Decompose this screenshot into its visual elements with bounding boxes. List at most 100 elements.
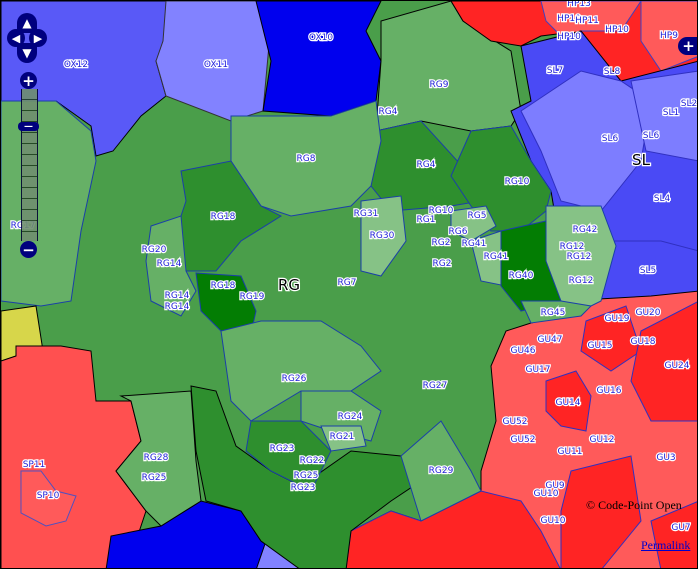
district-label: RG25	[294, 471, 319, 481]
district-label: GU10	[533, 489, 558, 499]
district-label: RG26	[282, 374, 307, 384]
zoom-slider-track[interactable]	[21, 89, 38, 241]
permalink-link[interactable]: Permalink	[641, 538, 691, 552]
district-label: RG45	[541, 308, 566, 318]
district-label: RG7	[338, 278, 357, 288]
district-label: RG6	[449, 227, 468, 237]
district-label: SL7	[547, 66, 563, 76]
district-rg28[interactable]	[115, 390, 202, 527]
district-label: RG18	[211, 281, 236, 291]
pan-right-button[interactable]: ▶	[29, 29, 47, 47]
district-rg17[interactable]	[1, 100, 97, 307]
zoom-in-button[interactable]: +	[20, 72, 37, 90]
district-label: HP9	[660, 31, 678, 41]
district-rg26[interactable]	[220, 320, 382, 422]
district-label: RG2	[433, 259, 452, 269]
district-label: RG12	[569, 276, 594, 286]
district-label: SP11	[23, 460, 46, 470]
district-label: GU10	[540, 516, 565, 526]
district-sp10[interactable]	[20, 470, 77, 527]
district-label: OX10	[309, 33, 333, 43]
district-label: RG14	[165, 291, 190, 301]
district-sl1[interactable]	[630, 70, 698, 162]
attribution-text: © Code-Point Open	[586, 498, 682, 512]
zoom-slider-handle[interactable]: —	[18, 122, 39, 132]
district-label: HP13	[567, 1, 591, 9]
district-label: RG9	[430, 80, 449, 90]
district-label: RG24	[338, 412, 363, 422]
district-rg29[interactable]	[400, 420, 482, 522]
district-label: RG22	[300, 456, 325, 466]
district-label: HP10	[605, 25, 629, 35]
district-label: OX11	[204, 60, 228, 70]
district-rg30[interactable]	[360, 195, 407, 277]
district-gu15[interactable]	[580, 305, 642, 372]
district-label: RG31	[354, 209, 379, 219]
district-label: RG40	[509, 271, 534, 281]
district-label: RG28	[144, 453, 169, 463]
pan-up-button[interactable]: ▲	[17, 13, 37, 33]
district-label: GU20	[635, 308, 660, 318]
district-label: GU52	[510, 435, 535, 445]
district-label: RG30	[370, 231, 395, 241]
district-label: SL8	[604, 67, 621, 77]
district-sl6[interactable]	[520, 70, 652, 212]
district-gu24[interactable]	[630, 301, 698, 422]
district-rg4-dark[interactable]	[370, 120, 482, 212]
district-label: GU7	[671, 523, 690, 533]
district-ox10[interactable]	[255, 1, 382, 117]
district-label: RG1	[417, 215, 436, 225]
pan-left-button[interactable]: ◀	[7, 29, 25, 47]
district-label: GU11	[557, 447, 582, 457]
zoom-out-button[interactable]: −	[20, 241, 37, 259]
district-gu-se[interactable]	[560, 455, 642, 569]
district-rg10[interactable]	[450, 125, 552, 232]
district-label: RG10	[429, 206, 454, 216]
district-label: SL6	[602, 134, 619, 144]
district-label: RG14	[165, 302, 190, 312]
layer-switcher-button[interactable]: +	[678, 37, 697, 55]
district-label: GU3	[656, 453, 675, 463]
district-label: GU12	[589, 435, 614, 445]
district-label: GU9	[545, 481, 565, 491]
district-label: RG5	[468, 211, 487, 221]
district-label: RG2	[432, 238, 451, 248]
district-label: SL6	[643, 131, 660, 141]
district-label: RG23	[270, 444, 295, 454]
district-label: GU52	[502, 417, 527, 427]
district-label: GU24	[664, 361, 689, 371]
pan-down-button[interactable]: ▼	[17, 43, 37, 63]
district-label: GU46	[510, 346, 535, 356]
district-rg21[interactable]	[320, 425, 367, 452]
district-label: HP11	[575, 16, 599, 26]
district-label: RG8	[297, 154, 316, 164]
district-label: RG27	[423, 381, 448, 391]
district-rg-south-dark[interactable]	[190, 385, 422, 569]
district-label: RG12	[560, 242, 585, 252]
area-label: SL	[632, 151, 651, 169]
district-label: RG41	[462, 239, 487, 249]
district-label: GU17	[525, 365, 550, 375]
district-label: RG21	[330, 432, 355, 442]
district-label: RG29	[429, 466, 454, 476]
district-gu14[interactable]	[545, 370, 592, 432]
district-rg5[interactable]	[450, 205, 497, 242]
district-rg45[interactable]	[520, 300, 593, 324]
district-label: RG14	[157, 259, 182, 269]
district-label: SL1	[663, 108, 679, 118]
district-label: SL5	[640, 266, 656, 276]
district-label: RG12	[567, 252, 592, 262]
district-label: SL4	[654, 194, 671, 204]
district-rg23[interactable]	[245, 420, 332, 492]
district-label: GU19	[604, 314, 629, 324]
district-label: SL2	[681, 99, 697, 109]
district-label: RG4	[379, 107, 398, 117]
district-label: RG19	[240, 292, 265, 302]
district-label: RG25	[142, 473, 167, 483]
district-label: RG20	[142, 245, 167, 255]
district-label: RG23	[291, 483, 316, 493]
district-gu7[interactable]	[650, 501, 698, 569]
district-rg14[interactable]	[145, 215, 197, 317]
